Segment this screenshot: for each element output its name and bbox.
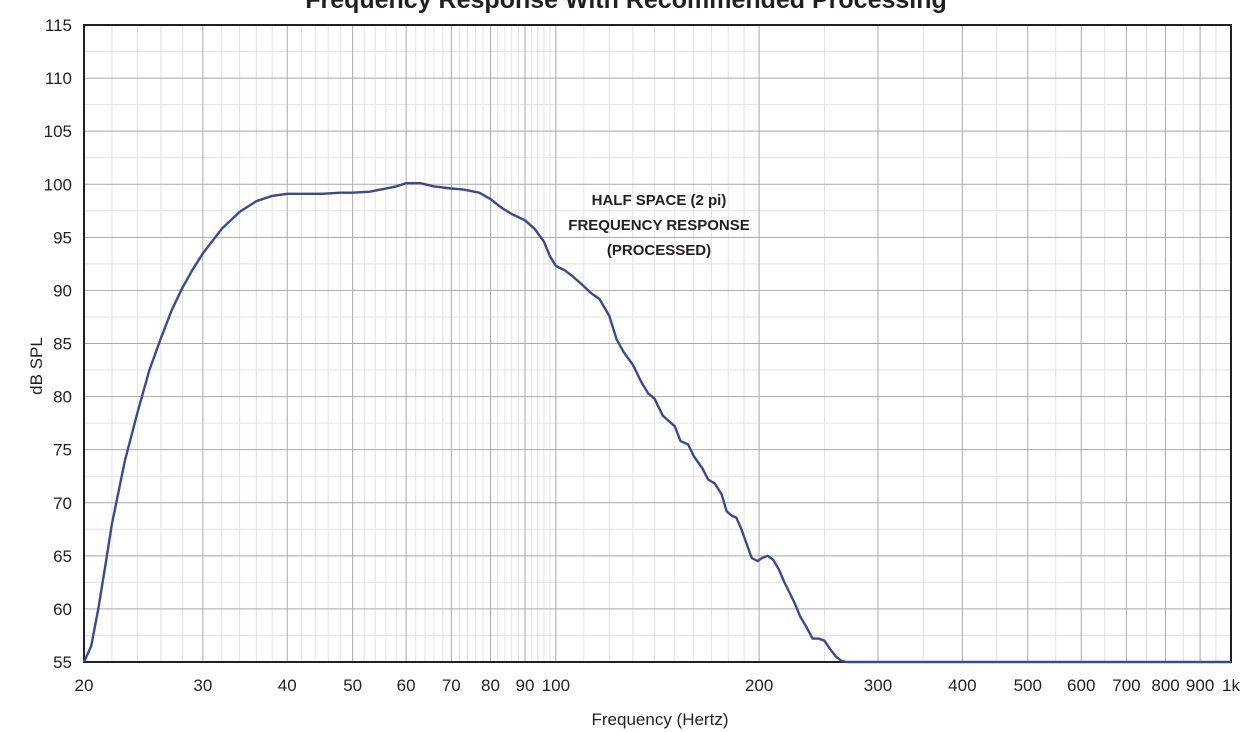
- y-tick-label: 75: [53, 441, 72, 460]
- y-axis-label: dB SPL: [27, 337, 46, 395]
- x-tick-label: 700: [1112, 676, 1140, 695]
- annotation-line-1: HALF SPACE (2 pi): [592, 192, 727, 209]
- y-tick-label: 115: [45, 16, 72, 35]
- plot-frame: [83, 24, 1232, 663]
- annotation-line-2: FREQUENCY RESPONSE: [568, 217, 749, 234]
- annotation-line-3: (PROCESSED): [607, 242, 711, 259]
- x-tick-label: 500: [1014, 676, 1042, 695]
- x-tick-label: 20: [75, 676, 94, 695]
- series-layer: [82, 182, 1231, 664]
- x-tick-label: 200: [745, 676, 773, 695]
- x-tick-label: 40: [278, 676, 297, 695]
- y-tick-label: 95: [53, 228, 72, 247]
- x-tick-label: 400: [948, 676, 976, 695]
- x-tick-label: 100: [542, 676, 570, 695]
- y-tick-label: 70: [53, 494, 72, 513]
- y-tick-label: 85: [53, 335, 72, 354]
- x-tick-labels: 20 30 40 50 60 70 80 90 100 200 300 400 500 600 700 800…: [75, 676, 1241, 695]
- y-tick-label: 55: [53, 653, 72, 672]
- y-tick-label: 100: [44, 175, 72, 194]
- major-gridlines: [84, 25, 1231, 662]
- x-axis-label: Frequency (Hertz): [592, 710, 729, 729]
- y-tick-label: 60: [53, 600, 72, 619]
- y-tick-label: 105: [44, 122, 72, 141]
- y-tick-label: 65: [53, 547, 72, 566]
- x-tick-label: 600: [1067, 676, 1095, 695]
- y-tick-label: 90: [53, 281, 72, 300]
- chart-title: Frequency Response With Recommended Proc…: [305, 0, 947, 14]
- x-tick-label: 800: [1151, 676, 1179, 695]
- x-tick-label: 70: [442, 676, 461, 695]
- x-tick-label: 1k: [1222, 676, 1240, 695]
- y-tick-label: 80: [53, 388, 72, 407]
- x-tick-label: 300: [864, 676, 892, 695]
- frequency-response-line: [82, 182, 1231, 664]
- x-tick-label: 90: [516, 676, 535, 695]
- x-tick-label: 60: [397, 676, 416, 695]
- x-tick-label: 50: [343, 676, 362, 695]
- y-tick-labels: 55 60 65 70 75 80 85 90 95 100 105 110 115: [44, 16, 72, 672]
- x-tick-label: 30: [193, 676, 212, 695]
- y-tick-label: 110: [45, 69, 72, 88]
- x-tick-label: 80: [481, 676, 500, 695]
- x-tick-label: 900: [1186, 676, 1214, 695]
